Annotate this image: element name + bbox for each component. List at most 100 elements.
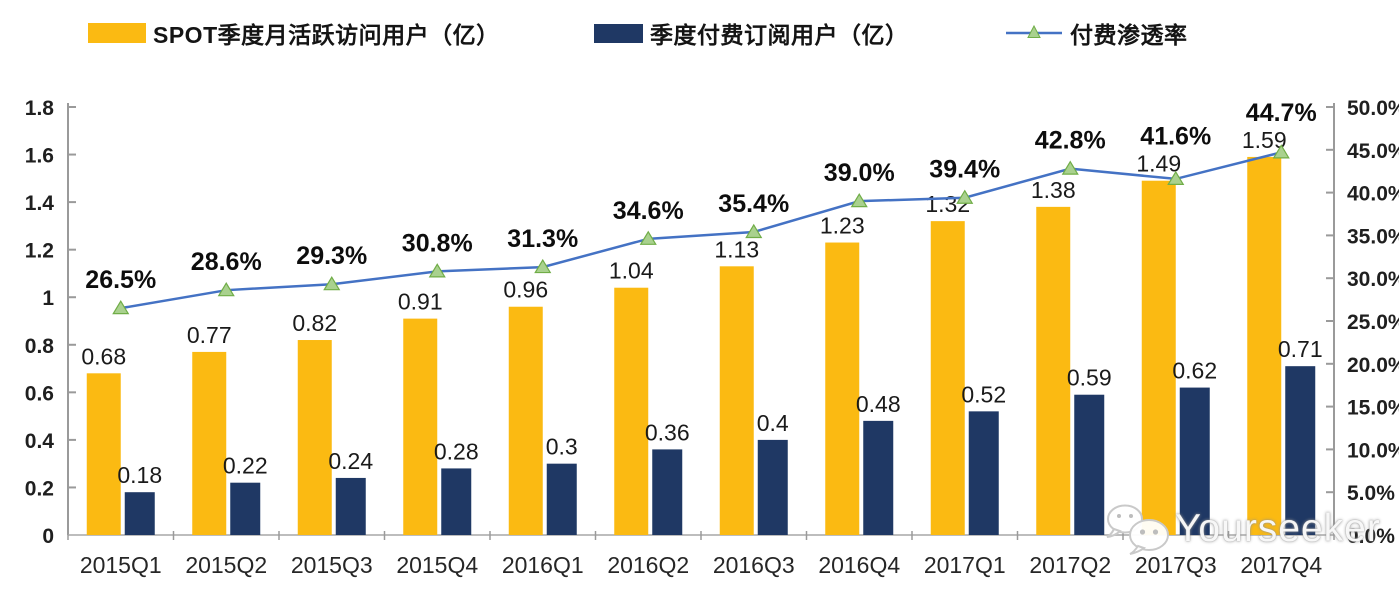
penetration-value-label: 35.4% [718, 190, 789, 218]
penetration-value-label: 29.3% [296, 242, 367, 270]
bar-mau [297, 340, 332, 535]
bar-mau-value-label: 1.49 [1136, 151, 1181, 177]
legend-item-subscribers: 季度付费订阅用户（亿） [594, 16, 909, 50]
bar-mau-value-label: 1.13 [714, 236, 759, 262]
legend-label-mau: SPOT季度月活跃访问用户（亿） [153, 22, 500, 48]
x-axis-category-label: 2017Q4 [1240, 552, 1322, 578]
x-axis-category-label: 2015Q4 [396, 552, 478, 578]
line-marker-legend-icon [1006, 24, 1062, 38]
penetration-marker-icon [217, 282, 235, 297]
right-axis-tick-label: 40.0% [1347, 183, 1399, 206]
bar-subscribers-value-label: 0.62 [1172, 358, 1217, 384]
bar-mau [86, 373, 121, 535]
mau-legend-swatch-icon [88, 23, 146, 43]
bar-mau [1141, 180, 1176, 535]
penetration-marker-icon [323, 276, 341, 291]
left-axis-tick-label: 0 [42, 525, 54, 548]
x-axis-category-label: 2016Q2 [607, 552, 689, 578]
bar-mau [719, 266, 754, 535]
penetration-value-label: 44.7% [1246, 99, 1317, 127]
left-axis-tick-label: 0.4 [25, 430, 55, 453]
legend-item-penetration: 付费渗透率 [1005, 16, 1188, 50]
left-axis-tick-label: 0.2 [25, 477, 54, 500]
bar-mau [508, 306, 543, 535]
right-axis-tick-label: 20.0% [1347, 354, 1399, 377]
penetration-marker-icon [639, 230, 657, 245]
x-axis-category-label: 2017Q2 [1029, 552, 1111, 578]
penetration-value-label: 42.8% [1035, 127, 1106, 155]
penetration-marker-icon [745, 223, 763, 239]
penetration-value-label: 39.0% [824, 159, 895, 187]
right-axis-tick-label: 10.0% [1347, 439, 1399, 462]
penetration-marker-icon [534, 258, 552, 274]
bar-subscribers-value-label: 0.4 [757, 410, 789, 436]
penetration-value-label: 31.3% [507, 225, 578, 253]
bar-subscribers-value-label: 0.3 [546, 434, 578, 460]
left-axis-tick-label: 1.8 [25, 97, 55, 120]
legend-item-mau: SPOT季度月活跃访问用户（亿） [88, 16, 500, 50]
bar-mau [1247, 156, 1282, 535]
bar-mau [403, 318, 438, 535]
right-axis-tick-label: 30.0% [1347, 268, 1399, 291]
bar-mau-value-label: 0.91 [398, 289, 443, 315]
right-axis-tick-label: 0.0% [1347, 525, 1395, 548]
bar-mau [192, 351, 227, 535]
right-axis-tick-label: 15.0% [1347, 397, 1399, 420]
legend-label-penetration: 付费渗透率 [1070, 22, 1188, 48]
penetration-marker-icon [1167, 170, 1185, 186]
penetration-value-label: 30.8% [402, 229, 473, 257]
bar-subscribers [230, 482, 261, 535]
bar-mau-value-label: 0.96 [503, 277, 548, 303]
bar-mau-value-label: 0.77 [187, 322, 232, 348]
bar-subscribers-value-label: 0.22 [223, 453, 268, 479]
bar-mau-value-label: 1.23 [820, 213, 865, 239]
left-axis-tick-label: 1.6 [25, 145, 54, 168]
bar-subscribers-value-label: 0.36 [645, 419, 690, 445]
bar-subscribers-value-label: 0.18 [117, 462, 162, 488]
x-axis-category-label: 2015Q2 [185, 552, 267, 578]
bar-mau-value-label: 1.38 [1031, 177, 1076, 203]
penetration-value-label: 34.6% [613, 197, 684, 225]
penetration-value-label: 39.4% [929, 156, 1000, 184]
penetration-value-label: 41.6% [1140, 123, 1211, 151]
x-axis-category-label: 2015Q1 [80, 552, 162, 578]
penetration-marker-icon [428, 263, 446, 278]
penetration-marker-icon [112, 299, 130, 315]
bar-subscribers-value-label: 0.48 [856, 391, 901, 417]
bar-subscribers-value-label: 0.24 [328, 448, 373, 474]
bar-subscribers-value-label: 0.52 [961, 381, 1006, 407]
bar-subscribers [863, 420, 894, 535]
bar-mau [614, 287, 649, 535]
right-axis-tick-label: 5.0% [1347, 482, 1395, 505]
subscribers-legend-swatch-icon [594, 23, 643, 43]
penetration-marker-icon [850, 192, 868, 208]
penetration-marker-icon [956, 189, 974, 204]
bar-subscribers [652, 449, 683, 535]
legend-triangle-marker-icon [1027, 24, 1041, 38]
penetration-marker-icon [1061, 160, 1079, 175]
bar-subscribers [546, 463, 577, 535]
x-axis-category-label: 2016Q3 [713, 552, 795, 578]
penetration-line [120, 151, 1282, 310]
left-axis-tick-label: 0.6 [25, 382, 54, 405]
x-axis-category-label: 2017Q1 [924, 552, 1006, 578]
left-axis-tick-label: 0.8 [25, 335, 55, 358]
right-axis-tick-label: 35.0% [1347, 225, 1399, 248]
chart-legend: SPOT季度月活跃访问用户（亿） 季度付费订阅用户（亿） 付费渗透率 [0, 16, 1399, 52]
bar-mau-value-label: 0.68 [81, 343, 126, 369]
penetration-value-label: 26.5% [85, 266, 156, 294]
left-axis-tick-label: 1.2 [25, 240, 54, 263]
penetration-value-label: 28.6% [191, 248, 262, 276]
x-axis-category-label: 2016Q4 [818, 552, 900, 578]
right-axis-tick-label: 50.0% [1347, 97, 1399, 120]
bar-subscribers [757, 439, 788, 535]
left-axis-tick-label: 1 [42, 287, 54, 310]
bar-mau-value-label: 1.04 [609, 258, 654, 284]
bar-subscribers [1179, 387, 1210, 535]
bar-subscribers-value-label: 0.59 [1067, 365, 1112, 391]
bar-mau [825, 242, 860, 536]
bar-subscribers [1285, 366, 1316, 535]
bar-subscribers [1074, 394, 1105, 535]
